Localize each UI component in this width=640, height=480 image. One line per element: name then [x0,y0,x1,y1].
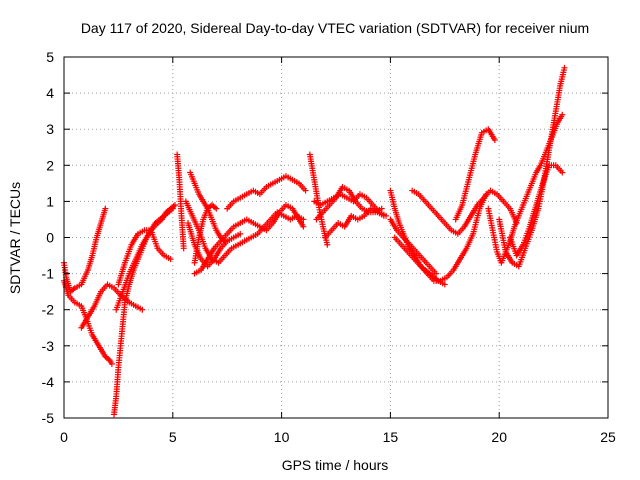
chart-axes [63,56,609,419]
x-tick-label: 10 [274,429,290,445]
y-tick-label: 2 [46,157,54,173]
data-point [102,205,109,212]
data-point [491,137,498,144]
data-point [300,223,307,230]
x-tick-label: 20 [491,429,507,445]
y-tick-label: 5 [46,49,54,65]
y-tick-label: 3 [46,121,54,137]
y-tick-label: -5 [42,410,55,426]
data-point [139,306,146,313]
data-point [324,241,331,248]
y-tick-label: -1 [42,266,55,282]
y-tick-label: 4 [46,85,54,101]
data-point [180,245,187,252]
data-point [561,64,568,71]
tick-labels: 0 5 10 15 20 25 -5 -4 -3 -2 -1 0 1 2 3 4 5 [42,49,616,445]
y-tick-label: 1 [46,193,54,209]
y-axis-title: SDTVAR / TECUs [7,182,23,294]
data-point [378,205,385,212]
y-tick-label: -2 [42,302,55,318]
x-tick-label: 0 [60,429,68,445]
data-point [237,230,244,237]
data-point [302,187,309,194]
y-tick-label: -3 [42,338,55,354]
data-point [433,270,440,277]
data-point [380,212,387,219]
data-point [213,205,220,212]
x-tick-label: 15 [383,429,399,445]
data-point [559,169,566,176]
data-point [169,205,176,212]
x-tick-label: 5 [169,429,177,445]
chart-grid [64,57,608,418]
chart-title: Day 117 of 2020, Sidereal Day-to-day VTE… [81,20,589,36]
data-marks [61,64,568,418]
x-tick-label: 25 [600,429,616,445]
x-axis-title: GPS time / hours [282,457,389,473]
y-tick-label: -4 [42,374,55,390]
data-point [441,281,448,288]
data-point [167,256,174,263]
y-tick-label: 0 [46,230,54,246]
data-point [171,202,178,209]
data-point [559,111,566,118]
data-point [108,360,115,367]
